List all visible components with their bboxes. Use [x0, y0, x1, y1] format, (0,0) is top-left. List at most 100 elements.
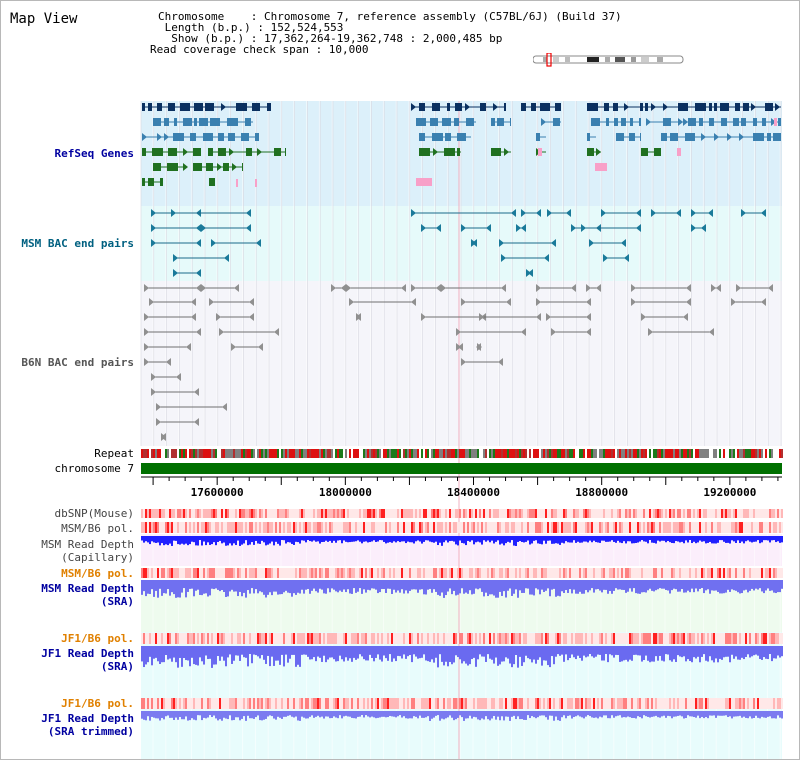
bac-end[interactable]: [421, 224, 426, 232]
gene-exon[interactable]: [432, 133, 443, 141]
gene-arrow[interactable]: [232, 163, 237, 171]
bac-end[interactable]: [249, 298, 254, 306]
gene-exon[interactable]: [167, 163, 178, 171]
bac-end[interactable]: [209, 298, 214, 306]
gene-exon[interactable]: [455, 103, 462, 111]
bac-end[interactable]: [144, 328, 149, 336]
bac-end[interactable]: [274, 328, 279, 336]
gene-arrow[interactable]: [701, 133, 706, 141]
bac-end[interactable]: [651, 209, 656, 217]
gene-exon[interactable]: [670, 133, 678, 141]
gene-exon[interactable]: [457, 148, 460, 156]
gene-exon[interactable]: [267, 103, 271, 111]
bac-end[interactable]: [589, 239, 594, 247]
gene-exon[interactable]: [142, 103, 145, 111]
bac-end[interactable]: [631, 284, 636, 292]
gene-arrow[interactable]: [714, 133, 719, 141]
refseq-genes[interactable]: [142, 103, 781, 187]
gene-exon[interactable]: [735, 103, 740, 111]
bac-end[interactable]: [521, 209, 526, 217]
bac-end[interactable]: [258, 343, 263, 351]
gene-exon[interactable]: [743, 103, 749, 111]
gene-exon[interactable]: [246, 148, 252, 156]
gene-exon[interactable]: [252, 103, 260, 111]
bac-end[interactable]: [151, 209, 156, 217]
gene-exon[interactable]: [442, 118, 451, 126]
gene-exon[interactable]: [242, 163, 243, 171]
gene-arrow[interactable]: [142, 133, 147, 141]
gene-pink[interactable]: [416, 178, 432, 186]
bac-end[interactable]: [456, 328, 461, 336]
gene-exon[interactable]: [640, 133, 641, 141]
gene-exon[interactable]: [419, 133, 425, 141]
bac-end[interactable]: [581, 224, 586, 232]
bac-end[interactable]: [331, 284, 336, 292]
bac-end[interactable]: [201, 284, 206, 292]
gene-arrow[interactable]: [183, 148, 188, 156]
gene-exon[interactable]: [190, 133, 196, 141]
bac-end[interactable]: [536, 284, 541, 292]
bac-end[interactable]: [191, 298, 196, 306]
gene-exon[interactable]: [160, 178, 163, 186]
gene-pink[interactable]: [595, 163, 607, 171]
gene-exon[interactable]: [709, 103, 712, 111]
gene-exon[interactable]: [536, 133, 540, 141]
gene-exon[interactable]: [241, 133, 249, 141]
gene-arrow[interactable]: [164, 133, 169, 141]
gene-exon[interactable]: [285, 148, 286, 156]
refseq-label[interactable]: RefSeq Genes: [54, 147, 134, 160]
gene-exon[interactable]: [654, 148, 661, 156]
bac-end[interactable]: [506, 298, 511, 306]
bac-end[interactable]: [441, 284, 446, 292]
bac-end[interactable]: [151, 239, 156, 247]
bac-end[interactable]: [636, 209, 641, 217]
bac-end[interactable]: [216, 313, 221, 321]
gene-exon[interactable]: [709, 118, 714, 126]
bac-end[interactable]: [544, 254, 549, 262]
gene-exon[interactable]: [416, 118, 426, 126]
bac-end[interactable]: [686, 298, 691, 306]
gene-exon[interactable]: [587, 103, 598, 111]
gene-exon[interactable]: [630, 118, 633, 126]
bac-end[interactable]: [636, 224, 641, 232]
gene-arrow[interactable]: [157, 133, 162, 141]
gene-exon[interactable]: [142, 148, 146, 156]
bac-end[interactable]: [479, 313, 484, 321]
bac-end[interactable]: [566, 209, 571, 217]
bac-end[interactable]: [761, 209, 766, 217]
bac-end[interactable]: [716, 284, 721, 292]
gene-arrow[interactable]: [727, 133, 732, 141]
gene-arrow[interactable]: [624, 103, 629, 111]
bac-end[interactable]: [461, 224, 466, 232]
bac-end[interactable]: [461, 358, 466, 366]
bac-end[interactable]: [349, 298, 354, 306]
gene-arrow[interactable]: [217, 163, 222, 171]
bac-end[interactable]: [631, 298, 636, 306]
bac-end[interactable]: [246, 224, 251, 232]
bac-end[interactable]: [586, 284, 591, 292]
bac-end[interactable]: [144, 313, 149, 321]
bac-end[interactable]: [528, 269, 533, 277]
gene-exon[interactable]: [236, 103, 247, 111]
gene-exon[interactable]: [613, 103, 618, 111]
bac-end[interactable]: [161, 433, 166, 441]
gene-exon[interactable]: [616, 133, 624, 141]
b6n-bac-label[interactable]: B6N BAC end pairs: [21, 356, 134, 369]
gene-exon[interactable]: [157, 103, 162, 111]
bac-end[interactable]: [231, 343, 236, 351]
gene-arrow[interactable]: [678, 118, 683, 126]
gene-exon[interactable]: [606, 118, 609, 126]
bac-end[interactable]: [176, 373, 181, 381]
bac-end[interactable]: [686, 284, 691, 292]
bac-end[interactable]: [421, 313, 426, 321]
gene-arrow[interactable]: [663, 103, 668, 111]
bac-end[interactable]: [171, 209, 176, 217]
gene-exon[interactable]: [466, 118, 474, 126]
gene-exon[interactable]: [199, 118, 208, 126]
bac-end[interactable]: [536, 209, 541, 217]
gene-exon[interactable]: [714, 103, 717, 111]
bac-end[interactable]: [461, 298, 466, 306]
gene-exon[interactable]: [173, 133, 184, 141]
bac-end[interactable]: [196, 269, 201, 277]
bac-end[interactable]: [234, 284, 239, 292]
